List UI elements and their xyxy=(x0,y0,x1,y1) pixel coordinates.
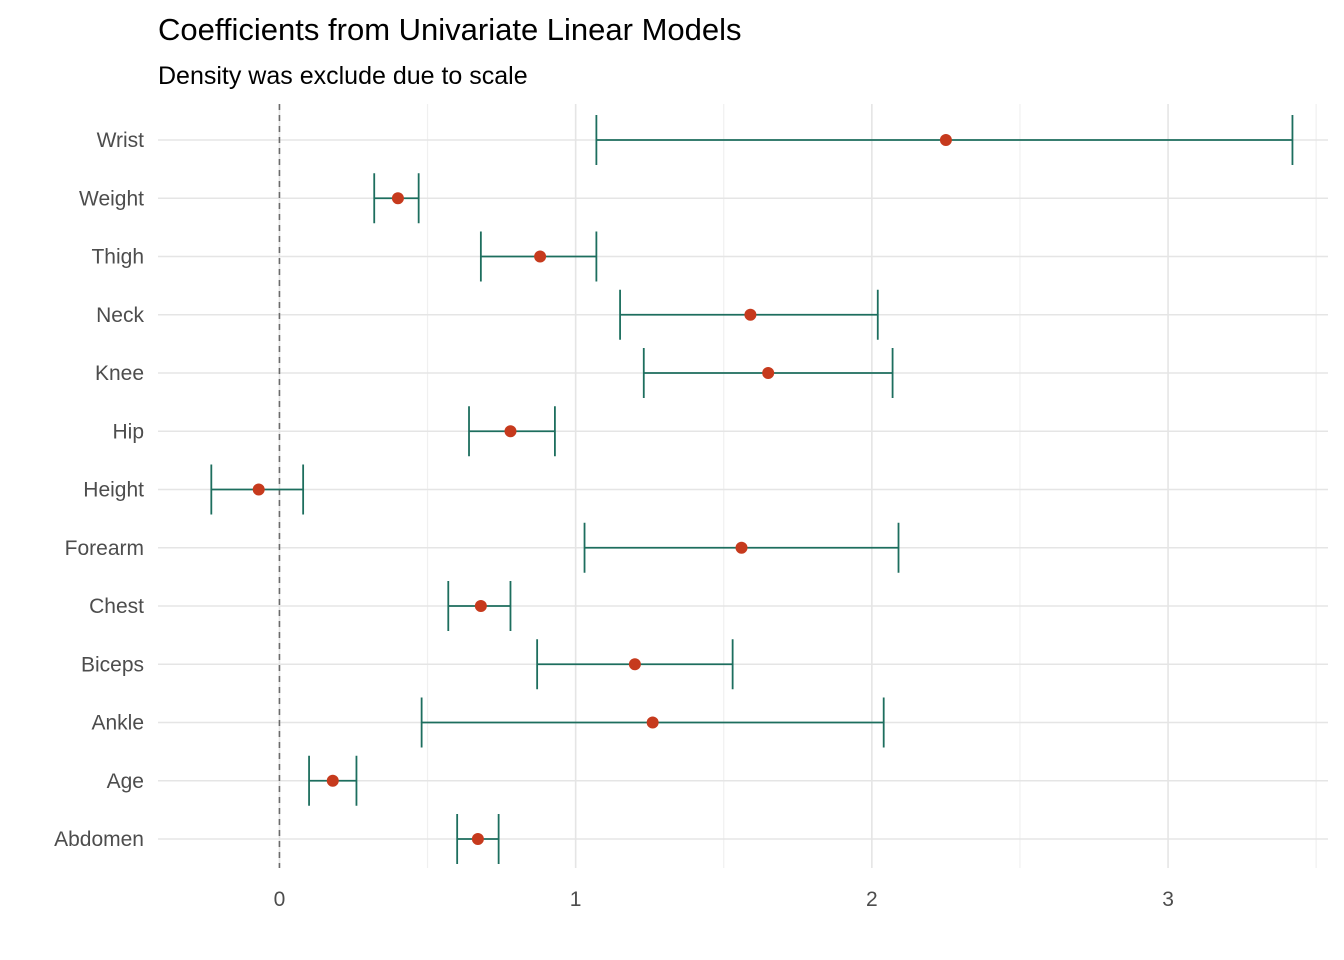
point-hip xyxy=(504,425,517,438)
chart-title: Coefficients from Univariate Linear Mode… xyxy=(158,12,742,47)
y-tick-label: Ankle xyxy=(91,712,144,735)
y-tick-label: Hip xyxy=(112,420,144,443)
point-estimates xyxy=(252,134,952,845)
point-knee xyxy=(762,367,775,379)
point-neck xyxy=(744,308,757,321)
y-tick-label: Abdomen xyxy=(54,828,144,851)
x-tick-label: 1 xyxy=(570,888,582,911)
chart-subtitle: Density was exclude due to scale xyxy=(158,62,528,90)
y-tick-label: Height xyxy=(83,479,144,502)
point-forearm xyxy=(735,541,748,554)
x-tick-labels: 0 1 2 3 xyxy=(274,888,1174,911)
x-tick-label: 2 xyxy=(866,888,878,911)
y-tick-label: Forearm xyxy=(65,537,144,560)
point-wrist xyxy=(939,134,952,146)
y-tick-label: Neck xyxy=(96,304,144,327)
y-tick-label: Biceps xyxy=(81,653,144,676)
grid-lines xyxy=(158,104,1328,868)
y-tick-label: Chest xyxy=(89,595,144,618)
y-tick-label: Thigh xyxy=(91,246,144,269)
y-tick-label: Knee xyxy=(95,362,144,385)
point-height xyxy=(252,483,265,496)
y-tick-label: Age xyxy=(107,770,144,793)
point-abdomen xyxy=(471,833,484,845)
x-tick-label: 0 xyxy=(274,888,286,911)
y-tick-label: Weight xyxy=(79,187,144,210)
point-chest xyxy=(474,600,487,612)
point-age xyxy=(326,774,339,787)
point-thigh xyxy=(534,250,547,263)
y-tick-labels: Abdomen Age Ankle Biceps Chest Forearm Height H… xyxy=(54,129,144,851)
x-tick-label: 3 xyxy=(1162,888,1174,911)
point-weight xyxy=(391,192,404,205)
point-ankle xyxy=(646,716,659,729)
point-biceps xyxy=(628,658,641,671)
y-tick-label: Wrist xyxy=(97,129,145,152)
